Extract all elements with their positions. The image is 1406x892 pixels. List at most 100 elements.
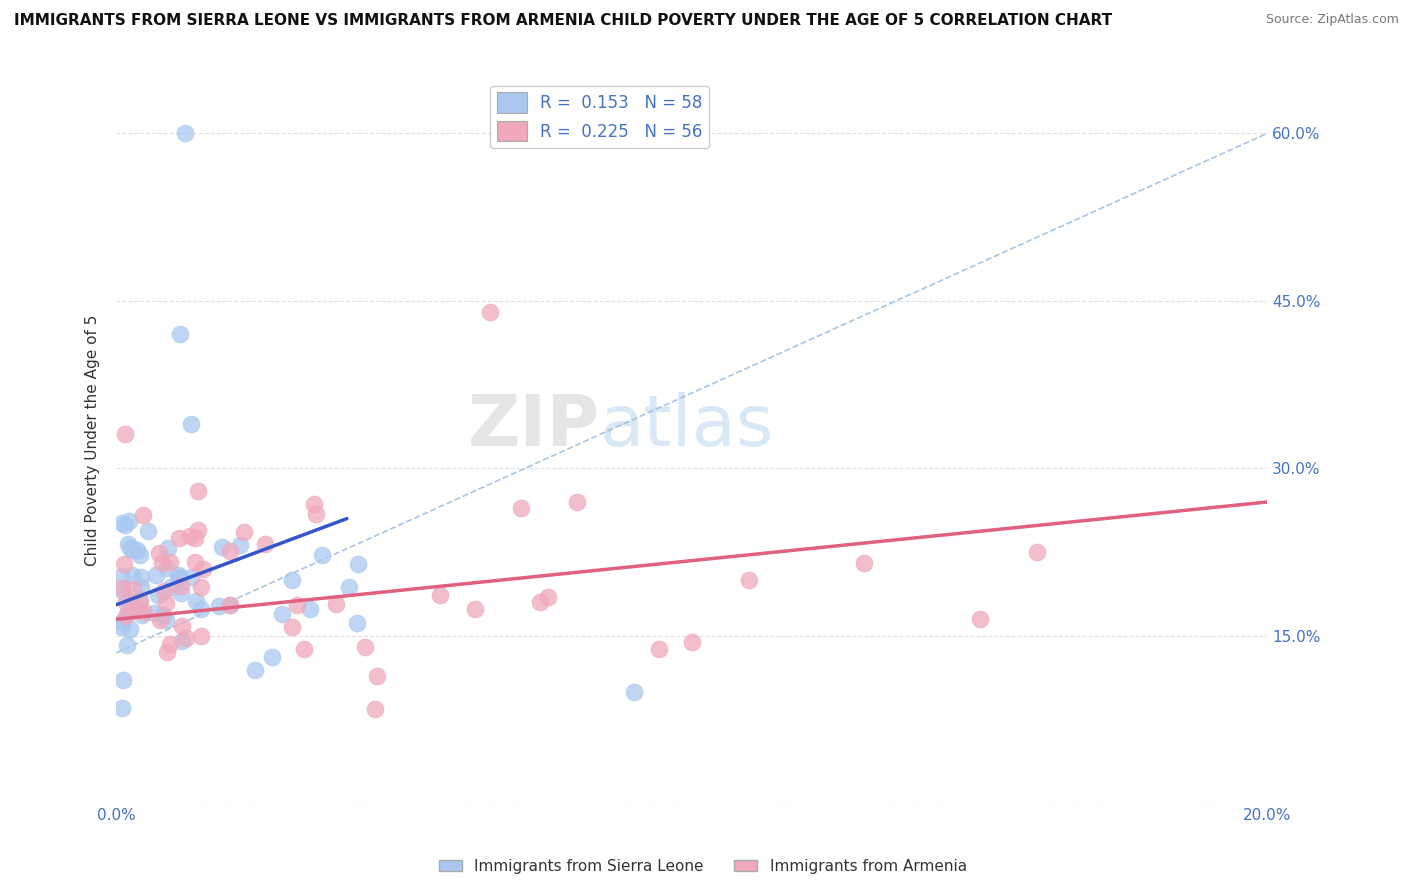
Point bbox=[120, 598, 142, 612]
Point bbox=[681, 634, 703, 648]
Point bbox=[271, 607, 294, 621]
Point bbox=[366, 668, 388, 682]
Point bbox=[169, 327, 191, 342]
Point bbox=[120, 622, 142, 636]
Point bbox=[112, 673, 135, 688]
Point bbox=[305, 507, 328, 521]
Point bbox=[114, 609, 136, 624]
Point bbox=[325, 598, 347, 612]
Point bbox=[117, 537, 139, 551]
Point bbox=[136, 524, 159, 538]
Point bbox=[191, 562, 214, 576]
Point bbox=[167, 571, 190, 585]
Point bbox=[464, 602, 486, 616]
Point bbox=[111, 584, 134, 599]
Point bbox=[180, 417, 202, 431]
Point bbox=[529, 595, 551, 609]
Point bbox=[479, 305, 502, 319]
Point bbox=[170, 586, 193, 600]
Text: atlas: atlas bbox=[600, 392, 775, 460]
Point bbox=[184, 531, 207, 545]
Point bbox=[115, 638, 138, 652]
Point bbox=[172, 619, 194, 633]
Point bbox=[738, 573, 761, 587]
Point bbox=[155, 596, 177, 610]
Point bbox=[190, 580, 212, 594]
Point bbox=[347, 557, 370, 571]
Point bbox=[114, 518, 136, 533]
Point bbox=[150, 556, 173, 570]
Point bbox=[111, 615, 134, 629]
Point bbox=[228, 538, 250, 552]
Point bbox=[155, 613, 177, 627]
Text: ZIP: ZIP bbox=[467, 392, 600, 460]
Point bbox=[219, 598, 242, 612]
Point bbox=[148, 546, 170, 560]
Point bbox=[346, 615, 368, 630]
Point bbox=[337, 581, 360, 595]
Text: IMMIGRANTS FROM SIERRA LEONE VS IMMIGRANTS FROM ARMENIA CHILD POVERTY UNDER THE : IMMIGRANTS FROM SIERRA LEONE VS IMMIGRAN… bbox=[14, 13, 1112, 29]
Point bbox=[132, 508, 155, 522]
Point bbox=[152, 607, 174, 622]
Point bbox=[184, 594, 207, 608]
Point bbox=[623, 685, 645, 699]
Point bbox=[648, 642, 671, 657]
Point bbox=[120, 541, 142, 555]
Point bbox=[111, 701, 134, 715]
Point bbox=[129, 592, 152, 607]
Point bbox=[509, 501, 531, 516]
Point bbox=[260, 649, 283, 664]
Point bbox=[174, 126, 197, 140]
Point bbox=[364, 701, 387, 715]
Point bbox=[125, 543, 148, 558]
Point bbox=[160, 580, 183, 594]
Legend: Immigrants from Sierra Leone, Immigrants from Armenia: Immigrants from Sierra Leone, Immigrants… bbox=[433, 853, 973, 880]
Point bbox=[298, 602, 321, 616]
Point bbox=[354, 640, 377, 654]
Point bbox=[131, 607, 153, 622]
Point bbox=[169, 570, 191, 584]
Point bbox=[111, 516, 134, 530]
Point bbox=[148, 588, 170, 602]
Point bbox=[184, 556, 207, 570]
Point bbox=[179, 529, 201, 543]
Point bbox=[243, 663, 266, 677]
Point bbox=[292, 641, 315, 656]
Point bbox=[218, 543, 240, 558]
Point bbox=[111, 581, 134, 595]
Point bbox=[565, 495, 588, 509]
Point bbox=[219, 598, 242, 612]
Point bbox=[187, 523, 209, 537]
Point bbox=[159, 637, 181, 651]
Point bbox=[180, 569, 202, 583]
Point bbox=[129, 595, 152, 609]
Point bbox=[1026, 545, 1049, 559]
Point bbox=[131, 580, 153, 594]
Point bbox=[187, 484, 209, 499]
Point bbox=[145, 568, 167, 582]
Point bbox=[190, 601, 212, 615]
Point bbox=[117, 605, 139, 619]
Point bbox=[853, 557, 876, 571]
Point bbox=[176, 631, 198, 645]
Point bbox=[129, 548, 152, 562]
Point bbox=[281, 620, 304, 634]
Point bbox=[111, 620, 134, 634]
Point bbox=[208, 599, 231, 613]
Point bbox=[125, 601, 148, 615]
Point bbox=[156, 541, 179, 555]
Point bbox=[167, 531, 190, 545]
Point bbox=[429, 588, 451, 602]
Point bbox=[131, 569, 153, 583]
Point bbox=[281, 573, 304, 587]
Point bbox=[121, 568, 143, 582]
Point bbox=[156, 645, 179, 659]
Point bbox=[118, 515, 141, 529]
Point bbox=[537, 590, 560, 604]
Point bbox=[302, 497, 325, 511]
Point bbox=[112, 557, 135, 571]
Legend: R =  0.153   N = 58, R =  0.225   N = 56: R = 0.153 N = 58, R = 0.225 N = 56 bbox=[491, 86, 709, 148]
Point bbox=[285, 598, 308, 612]
Point bbox=[233, 525, 256, 540]
Point bbox=[159, 555, 181, 569]
